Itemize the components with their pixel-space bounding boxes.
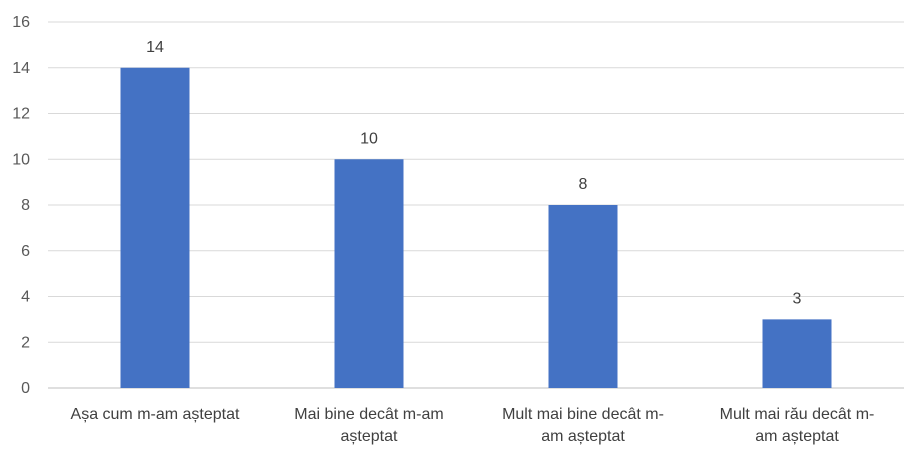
y-tick-label: 10 xyxy=(12,151,30,168)
y-tick-label: 2 xyxy=(21,334,30,351)
bar xyxy=(548,205,618,388)
data-label: 3 xyxy=(793,290,802,307)
gridlines xyxy=(48,21,904,389)
category-label: Mult mai rău decât m- xyxy=(720,406,875,423)
y-tick-label: 12 xyxy=(12,106,30,123)
y-tick-label: 0 xyxy=(21,380,30,397)
bar xyxy=(762,319,832,388)
bar xyxy=(334,159,404,388)
y-axis-ticks: 0 2 4 6 8 10 12 14 16 xyxy=(12,14,30,397)
bar xyxy=(120,67,190,388)
bars xyxy=(120,67,832,388)
data-label: 8 xyxy=(579,176,588,193)
data-label: 10 xyxy=(360,130,378,147)
data-label: 14 xyxy=(146,39,164,56)
y-tick-label: 8 xyxy=(21,197,30,214)
data-labels: 14 10 8 3 xyxy=(146,39,801,308)
category-label: Mai bine decât m-am xyxy=(294,406,443,423)
y-tick-label: 4 xyxy=(21,289,30,306)
category-label: așteptat xyxy=(341,428,398,445)
y-tick-label: 6 xyxy=(21,243,30,260)
y-tick-label: 16 xyxy=(12,14,30,31)
y-tick-label: 14 xyxy=(12,60,30,77)
category-label: am așteptat xyxy=(541,428,625,445)
category-label: Mult mai bine decât m- xyxy=(502,406,664,423)
category-label: am așteptat xyxy=(755,428,839,445)
category-label: Așa cum m-am așteptat xyxy=(71,406,241,423)
category-labels: Așa cum m-am așteptat Mai bine decât m-am… xyxy=(71,406,875,445)
